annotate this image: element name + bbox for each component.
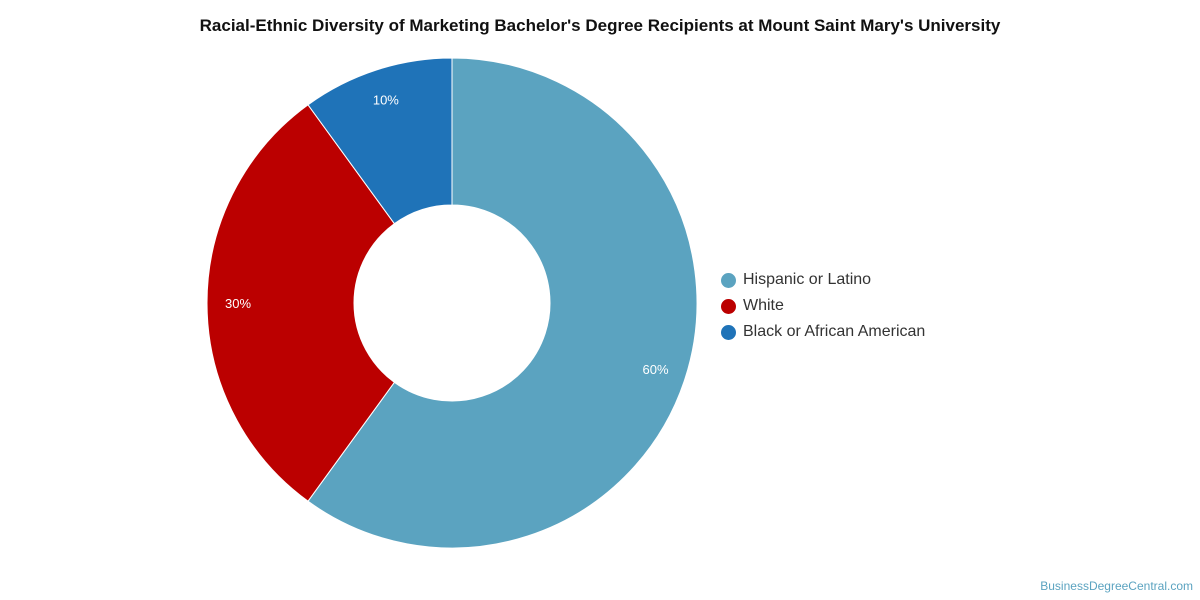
slice-label-hispanic-or-latino: 60% (643, 362, 669, 377)
chart-legend: Hispanic or Latino White Black or African … (721, 267, 925, 345)
legend-label: White (743, 297, 784, 314)
legend-swatch (721, 324, 736, 340)
legend-item-hispanic-or-latino[interactable]: Hispanic or Latino (721, 267, 925, 293)
slice-label-white: 30% (225, 296, 251, 311)
chart-title: Racial-Ethnic Diversity of Marketing Bac… (199, 16, 1001, 35)
legend-item-black-or-african-american[interactable]: Black or African American (721, 319, 925, 345)
source-credit: BusinessDegreeCentral.com (1040, 579, 1193, 593)
legend-swatch (721, 298, 736, 314)
legend-label: Black or African American (743, 323, 926, 340)
slice-hispanic-or-latino (307, 57, 698, 549)
legend-swatch (721, 272, 736, 288)
slice-label-black-or-african-american: 10% (373, 92, 399, 107)
slice-black-or-african-american (307, 57, 453, 225)
slice-white (206, 104, 396, 502)
legend-label: Hispanic or Latino (743, 271, 872, 288)
legend-item-white[interactable]: White (721, 293, 925, 319)
